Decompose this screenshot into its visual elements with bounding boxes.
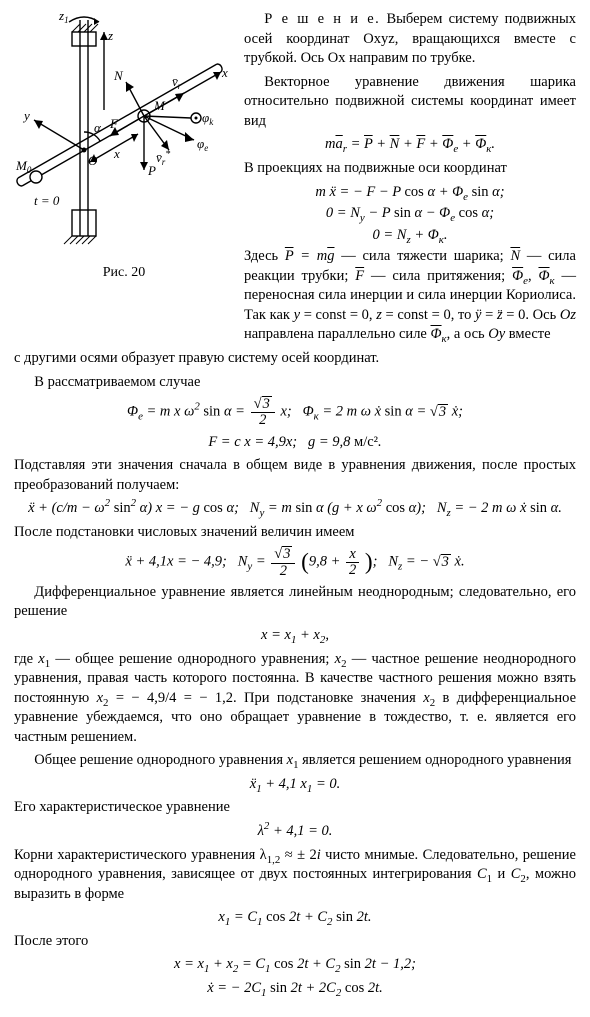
svg-text:M: M xyxy=(153,98,166,113)
eq-substituted: ẍ + (c/m − ω2 sin2 α) x = − g cos α; Ny … xyxy=(14,499,576,519)
para-solution-lead: Р е ш е н и е. Выберем систему подвижных… xyxy=(244,10,576,69)
para-projections: В проекциях на подвижные оси координат xyxy=(244,159,576,179)
eq-sum: x = x1 + x2, xyxy=(14,626,576,646)
eq-x: x = x1 + x2 = C1 cos 2t + C2 sin 2t − 1,… xyxy=(14,955,576,975)
eq-vector: mar = P + N + F + Φe + Φк. xyxy=(244,135,576,155)
para-where: где x1 — общее решение однородного уравн… xyxy=(14,650,576,748)
eq-x1: x1 = C1 cos 2t + C2 sin 2t. xyxy=(14,908,576,928)
svg-text:x: x xyxy=(221,65,228,80)
figure-box: z1 z O M0 t = 0 xyxy=(14,10,234,349)
svg-text:x: x xyxy=(113,146,120,161)
svg-text:α: α xyxy=(94,120,102,135)
svg-text:z1: z1 xyxy=(58,10,69,25)
eq-projection-y: 0 = Ny − P sin α − Φe cos α; xyxy=(244,204,576,224)
para-after-num: После подстановки числовых значений вели… xyxy=(14,523,576,543)
eq-case-1: Φe = m x ω2 sin α = 32 x; Φк = 2 m ω ẋ s… xyxy=(14,396,576,428)
svg-text:φk: φk xyxy=(202,110,214,127)
para-after-this: После этого xyxy=(14,932,576,952)
svg-text:v̄r: v̄r xyxy=(172,74,182,91)
eq-characteristic: λ2 + 4,1 = 0. xyxy=(14,822,576,842)
svg-text:F: F xyxy=(109,116,119,131)
svg-text:P: P xyxy=(147,163,156,178)
para-vector-eq: Векторное уравнение движения шарика отно… xyxy=(244,73,576,132)
figure-caption: Рис. 20 xyxy=(14,264,234,283)
figure-svg: z1 z O M0 t = 0 xyxy=(14,10,234,260)
page: z1 z O M0 t = 0 xyxy=(0,0,590,1017)
para-general-hom: Общее решение однородного уравнения x1 я… xyxy=(14,751,576,771)
svg-text:M0: M0 xyxy=(15,158,32,175)
svg-text:t = 0: t = 0 xyxy=(34,193,60,208)
svg-text:φe: φe xyxy=(197,136,208,153)
eq-numeric: ẍ + 4,1x = − 4,9; Ny = 32 (9,8 + x2 ); N… xyxy=(14,546,576,578)
para-here-cont: с другими осями образует правую систему … xyxy=(14,349,576,369)
svg-text:N: N xyxy=(113,68,124,83)
top-section: z1 z O M0 t = 0 xyxy=(14,10,576,349)
solution-word: Р е ш е н и е. xyxy=(264,11,380,27)
eq-projection-x: m ẍ = − F − P cos α + Φe sin α; xyxy=(244,183,576,203)
eq-case-2: F = c x = 4,9x; g = 9,8 м/с². xyxy=(14,433,576,453)
para-char: Его характеристическое уравнение xyxy=(14,798,576,818)
svg-text:v̄r*: v̄r* xyxy=(156,149,170,167)
eq-xdot: ẋ = − 2C1 sin 2t + 2C2 cos 2t. xyxy=(14,979,576,999)
para-in-case: В рассматриваемом случае xyxy=(14,373,576,393)
svg-text:y: y xyxy=(22,108,30,123)
eq-projection-z: 0 = Nz + Φк. xyxy=(244,226,576,246)
para-roots: Корни характеристического уравнения λ1,2… xyxy=(14,846,576,905)
svg-text:z: z xyxy=(107,28,113,43)
right-text-column: Р е ш е н и е. Выберем систему подвижных… xyxy=(244,10,576,349)
eq-homogeneous: ẍ1 + 4,1 x1 = 0. xyxy=(14,775,576,795)
para-substituting: Подставляя эти значения сначала в общем … xyxy=(14,456,576,495)
para-here: Здесь P = mg — сила тяжести шарика; N — … xyxy=(244,247,576,345)
para-de-linear: Дифференциальное уравнение является лине… xyxy=(14,583,576,622)
